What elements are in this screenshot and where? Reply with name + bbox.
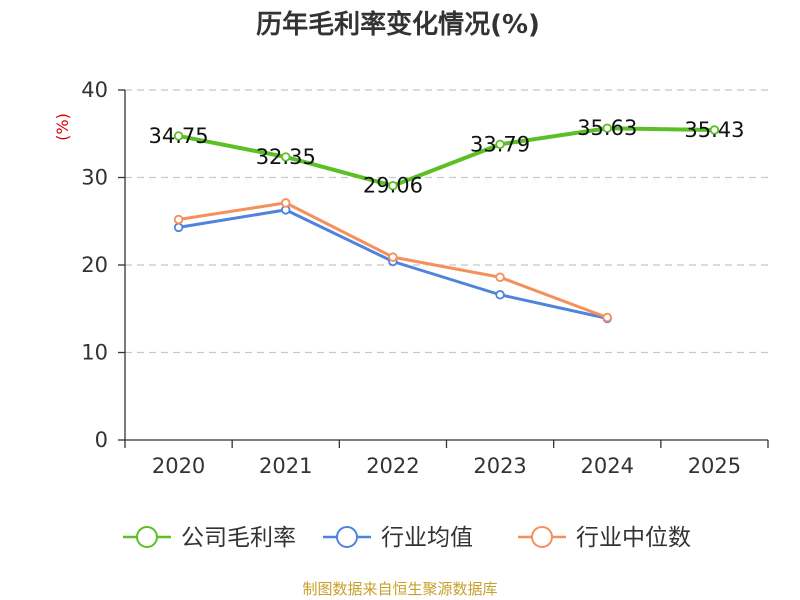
data-point-0-2025 [709, 125, 720, 135]
legend-item-2: 行业中位数 [518, 525, 691, 551]
legend-label-1: 行业均值 [381, 525, 473, 551]
axes: 0 10 20 30 40 2020 2021 2022 2023 2024 2025 [81, 78, 769, 478]
data-label-2022: 29.06 [363, 174, 423, 198]
data-point-0-2020 [173, 131, 184, 141]
data-label-2025: 35.43 [684, 118, 744, 142]
x-tick-label-2021: 2021 [259, 454, 312, 478]
y-tick-label-40: 40 [81, 78, 108, 102]
legend-item-0: 公司毛利率 [123, 525, 296, 551]
data-point-0-2023 [495, 139, 505, 150]
legend-marker-0 [136, 526, 158, 548]
data-point-2-2024 [602, 312, 612, 323]
data-point-1-2020 [173, 222, 184, 233]
legend-marker-1 [336, 526, 358, 548]
series-2 [173, 198, 612, 323]
data-point-0-2021 [281, 152, 291, 162]
x-tick-label-2024: 2024 [581, 454, 634, 478]
y-tick-label-30: 30 [81, 166, 108, 190]
data-label-2021: 32.35 [256, 145, 316, 169]
data-labels: 34.75 32.35 29.06 33.79 35.63 35.43 [149, 116, 745, 197]
data-point-1-2023 [495, 290, 505, 300]
y-tick-label-0: 0 [95, 428, 108, 452]
data-point-2-2023 [495, 272, 505, 282]
y-axis-unit-label: (%) [53, 113, 72, 141]
data-label-2020: 34.75 [149, 124, 209, 148]
y-tick-label-10: 10 [81, 341, 108, 365]
data-label-2024: 35.63 [577, 116, 637, 140]
data-point-2-2020 [173, 214, 184, 225]
y-tick-label-20: 20 [81, 253, 108, 277]
x-tick-label-2022: 2022 [366, 454, 419, 478]
chart-title: 历年毛利率变化情况(%) [256, 9, 540, 40]
data-label-2023: 33.79 [470, 132, 530, 156]
data-point-0-2024 [602, 123, 612, 133]
series-1 [173, 205, 612, 324]
legend: 公司毛利率 行业均值 行业中位数 [123, 525, 691, 551]
data-point-0-2022 [388, 181, 398, 191]
x-tick-label-2023: 2023 [473, 454, 526, 478]
legend-label-0: 公司毛利率 [181, 525, 296, 551]
legend-item-1: 行业均值 [323, 525, 473, 551]
source-note: 制图数据来自恒生聚源数据库 [302, 580, 497, 598]
series-0 [173, 123, 720, 191]
legend-label-2: 行业中位数 [576, 525, 691, 551]
x-tick-label-2025: 2025 [688, 454, 741, 478]
series-line-0 [176, 126, 717, 188]
legend-marker-2 [531, 526, 553, 548]
series-layer [173, 123, 720, 324]
x-tick-label-2020: 2020 [152, 454, 205, 478]
data-point-2-2022 [388, 252, 398, 262]
data-point-2-2021 [281, 198, 291, 208]
